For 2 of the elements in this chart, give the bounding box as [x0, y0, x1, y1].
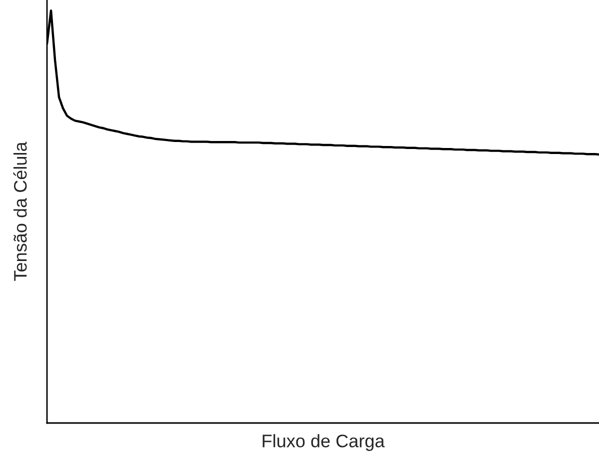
y-axis-title: Tensão da Célula [13, 142, 27, 281]
x-axis-title: Fluxo de Carga [262, 434, 385, 451]
